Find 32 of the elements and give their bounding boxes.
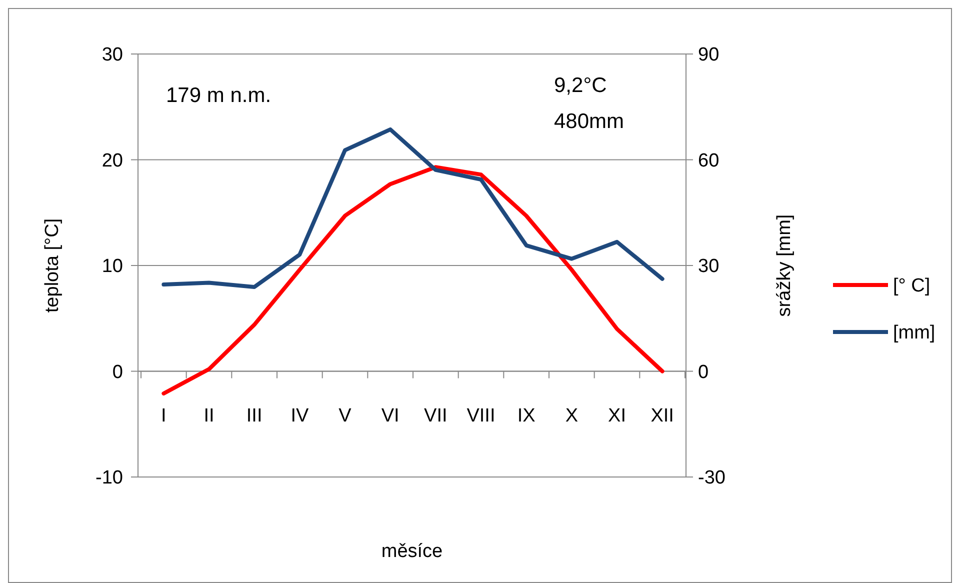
x-tick-label: XII [650,405,674,426]
y2-tick-label: -30 [698,468,726,489]
y-axis-title: teplota [°C] [42,218,63,313]
legend-label: [mm] [893,322,936,344]
x-tick-label: I [161,405,166,426]
x-tick-label: VI [381,405,400,426]
y-tick-label: 30 [102,44,123,66]
annotation: 179 m n.m. [166,84,272,107]
x-tick-label: II [204,405,214,426]
legend-label: [° C] [893,276,930,297]
x-tick-label: X [565,405,578,426]
x-tick-label: V [338,405,352,426]
x-axis-title: měsíce [381,541,443,562]
x-tick-label: VII [424,405,448,426]
y2-tick-label: 0 [698,362,709,383]
y-tick-label: 20 [102,150,123,172]
y-tick-label: 10 [102,256,123,278]
y2-tick-label: 30 [698,256,720,278]
y2-tick-label: 60 [698,150,720,172]
x-tick-label: VIII [466,405,496,426]
y-tick-label: 0 [112,362,123,383]
line-series [162,127,664,290]
x-tick-label: III [246,405,262,426]
x-tick-label: IX [517,405,536,426]
annotation: 9,2°C [554,74,607,97]
x-tick-label: XI [608,405,626,426]
line-series [162,165,664,396]
x-tick-label: IV [290,405,309,426]
y2-axis-title: srážky [mm] [774,214,795,317]
y2-tick-label: 90 [698,44,720,66]
y-tick-label: -10 [96,468,123,489]
annotation: 480mm [554,110,624,133]
